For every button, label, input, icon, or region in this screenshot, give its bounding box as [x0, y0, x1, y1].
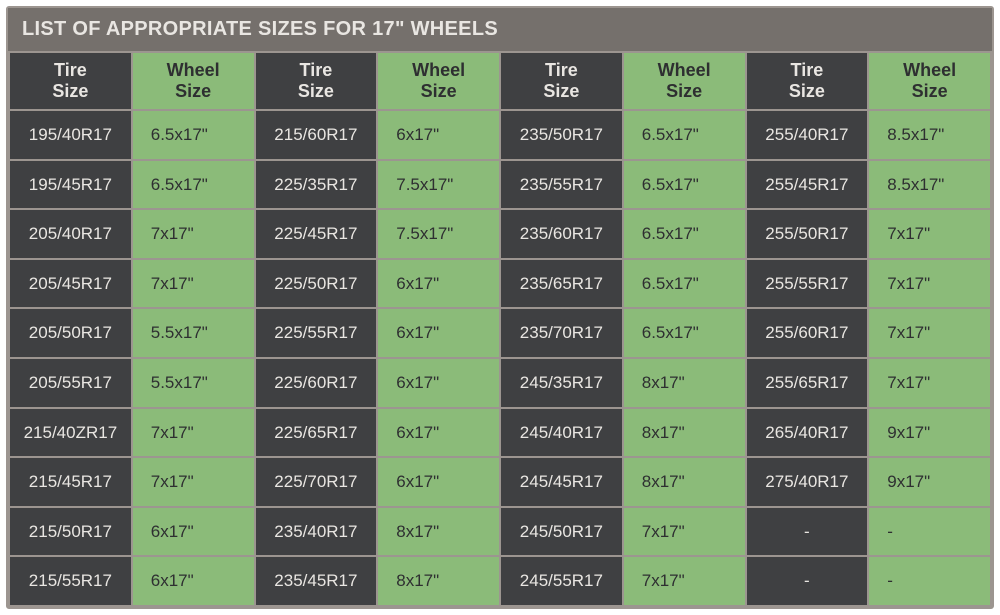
tire-size-cell: 215/50R17 — [10, 508, 131, 556]
tire-size-cell: 205/55R17 — [10, 359, 131, 407]
wheel-size-cell: 6.5x17" — [624, 260, 745, 308]
tire-size-cell: 235/70R17 — [501, 309, 622, 357]
wheel-size-cell: 8x17" — [378, 508, 499, 556]
tire-size-cell: 235/45R17 — [256, 557, 377, 605]
tire-size-cell: 225/55R17 — [256, 309, 377, 357]
tire-size-cell: 225/65R17 — [256, 409, 377, 457]
tire-size-cell: 215/45R17 — [10, 458, 131, 506]
tire-size-cell: 255/60R17 — [747, 309, 868, 357]
tire-size-cell: - — [747, 508, 868, 556]
tire-size-cell: 245/45R17 — [501, 458, 622, 506]
tire-size-cell: 215/40ZR17 — [10, 409, 131, 457]
tire-size-cell: 215/60R17 — [256, 111, 377, 159]
tire-size-cell: 245/35R17 — [501, 359, 622, 407]
tire-size-cell: 195/45R17 — [10, 161, 131, 209]
tire-size-cell: 235/65R17 — [501, 260, 622, 308]
tire-size-cell: 235/60R17 — [501, 210, 622, 258]
wheel-size-cell: 7x17" — [869, 359, 990, 407]
wheel-size-cell: 9x17" — [869, 458, 990, 506]
tire-size-cell: 235/55R17 — [501, 161, 622, 209]
tire-size-cell: 245/50R17 — [501, 508, 622, 556]
wheel-size-cell: 6.5x17" — [624, 111, 745, 159]
tire-size-cell: 255/50R17 — [747, 210, 868, 258]
wheel-size-cell: 6.5x17" — [624, 161, 745, 209]
wheel-size-cell: 7x17" — [869, 210, 990, 258]
tire-size-cell: 235/50R17 — [501, 111, 622, 159]
tire-size-cell: 225/35R17 — [256, 161, 377, 209]
wheel-size-cell: 6x17" — [378, 458, 499, 506]
table-panel: LIST OF APPROPRIATE SIZES FOR 17" WHEELS… — [6, 6, 994, 609]
wheel-size-cell: 8x17" — [378, 557, 499, 605]
tire-size-cell: 255/65R17 — [747, 359, 868, 407]
wheel-size-cell: 8.5x17" — [869, 161, 990, 209]
col-header-tire: Tire Size — [747, 53, 868, 109]
tire-size-cell: 205/45R17 — [10, 260, 131, 308]
wheel-size-cell: 6x17" — [378, 260, 499, 308]
col-header-wheel: Wheel Size — [133, 53, 254, 109]
tire-size-cell: 245/40R17 — [501, 409, 622, 457]
table-title: LIST OF APPROPRIATE SIZES FOR 17" WHEELS — [8, 8, 992, 51]
wheel-size-cell: 7x17" — [133, 409, 254, 457]
wheel-size-cell: 6x17" — [378, 111, 499, 159]
wheel-size-cell: 7x17" — [133, 458, 254, 506]
wheel-size-cell: 8x17" — [624, 359, 745, 407]
wheel-size-cell: 6.5x17" — [133, 161, 254, 209]
col-header-wheel: Wheel Size — [624, 53, 745, 109]
wheel-size-cell: 6x17" — [133, 508, 254, 556]
tire-size-cell: 275/40R17 — [747, 458, 868, 506]
wheel-size-cell: 6.5x17" — [624, 210, 745, 258]
table-container: LIST OF APPROPRIATE SIZES FOR 17" WHEELS… — [0, 0, 1000, 615]
wheel-size-cell: 6x17" — [133, 557, 254, 605]
tire-size-cell: 245/55R17 — [501, 557, 622, 605]
wheel-size-cell: 6x17" — [378, 359, 499, 407]
tire-size-cell: 195/40R17 — [10, 111, 131, 159]
tire-size-cell: 265/40R17 — [747, 409, 868, 457]
tire-size-cell: 255/45R17 — [747, 161, 868, 209]
wheel-size-cell: 7x17" — [624, 557, 745, 605]
tire-size-cell: 215/55R17 — [10, 557, 131, 605]
col-header-tire: Tire Size — [256, 53, 377, 109]
wheel-size-cell: - — [869, 557, 990, 605]
tire-size-cell: 225/60R17 — [256, 359, 377, 407]
wheel-size-cell: 5.5x17" — [133, 309, 254, 357]
tire-size-cell: 255/55R17 — [747, 260, 868, 308]
col-header-wheel: Wheel Size — [378, 53, 499, 109]
wheel-size-cell: 7.5x17" — [378, 161, 499, 209]
wheel-size-cell: - — [869, 508, 990, 556]
wheel-size-cell: 9x17" — [869, 409, 990, 457]
wheel-size-cell: 7.5x17" — [378, 210, 499, 258]
sizes-grid: Tire SizeWheel SizeTire SizeWheel SizeTi… — [8, 51, 992, 607]
wheel-size-cell: 8x17" — [624, 409, 745, 457]
tire-size-cell: 225/50R17 — [256, 260, 377, 308]
col-header-tire: Tire Size — [10, 53, 131, 109]
col-header-tire: Tire Size — [501, 53, 622, 109]
wheel-size-cell: 6x17" — [378, 309, 499, 357]
tire-size-cell: - — [747, 557, 868, 605]
tire-size-cell: 205/40R17 — [10, 210, 131, 258]
wheel-size-cell: 6.5x17" — [624, 309, 745, 357]
col-header-wheel: Wheel Size — [869, 53, 990, 109]
wheel-size-cell: 6.5x17" — [133, 111, 254, 159]
tire-size-cell: 255/40R17 — [747, 111, 868, 159]
wheel-size-cell: 7x17" — [869, 309, 990, 357]
wheel-size-cell: 7x17" — [133, 260, 254, 308]
wheel-size-cell: 7x17" — [624, 508, 745, 556]
wheel-size-cell: 7x17" — [133, 210, 254, 258]
wheel-size-cell: 5.5x17" — [133, 359, 254, 407]
tire-size-cell: 205/50R17 — [10, 309, 131, 357]
wheel-size-cell: 8x17" — [624, 458, 745, 506]
tire-size-cell: 225/70R17 — [256, 458, 377, 506]
tire-size-cell: 225/45R17 — [256, 210, 377, 258]
wheel-size-cell: 6x17" — [378, 409, 499, 457]
tire-size-cell: 235/40R17 — [256, 508, 377, 556]
wheel-size-cell: 8.5x17" — [869, 111, 990, 159]
wheel-size-cell: 7x17" — [869, 260, 990, 308]
